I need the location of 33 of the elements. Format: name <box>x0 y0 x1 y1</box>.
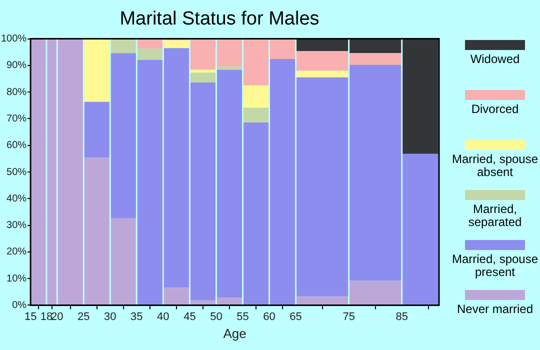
x-tick-label: 25 <box>77 310 90 323</box>
legend-label: Married, separated <box>467 202 523 229</box>
legend-label: Married, spouse present <box>450 252 540 279</box>
x-tick-label: 15 <box>24 310 37 323</box>
y-tick-label: 80% <box>6 86 27 98</box>
legend-label: Married, spouse absent <box>450 152 540 179</box>
x-tick-label: 55 <box>236 310 249 323</box>
x-tick-label: 30 <box>104 310 116 323</box>
x-tick-label: 40 <box>157 310 170 323</box>
x-tick-label: 35 <box>130 310 143 323</box>
x-tick-label: 75 <box>342 310 355 323</box>
y-tick-label: 100% <box>1 34 27 45</box>
x-tick-label: 20 <box>50 310 64 323</box>
y-tick-label: 10% <box>6 273 27 284</box>
y-tick-label: 50% <box>6 166 27 178</box>
legend-label: Never married <box>456 302 534 316</box>
x-tick-label: 18 <box>40 310 53 323</box>
x-tick-label: 60 <box>263 310 276 323</box>
y-tick-label: 40% <box>6 193 27 204</box>
legend-label: Divorced <box>471 102 519 116</box>
x-axis-title: Age <box>223 326 246 341</box>
x-tick-label: 45 <box>184 310 196 323</box>
y-tick-label: 30% <box>6 220 27 232</box>
y-tick-label: 0% <box>12 300 27 311</box>
chart-title: Marital Status for Males <box>120 8 320 30</box>
legend-label: Widowed <box>470 52 520 66</box>
x-tick-label: 50 <box>210 310 222 323</box>
y-tick-label: 90% <box>6 60 27 72</box>
y-tick-label: 70% <box>6 113 27 124</box>
x-tick-label: 85 <box>396 310 408 323</box>
x-tick-label: 65 <box>290 310 302 323</box>
y-tick-label: 60% <box>6 140 27 152</box>
y-tick-label: 20% <box>6 246 27 258</box>
